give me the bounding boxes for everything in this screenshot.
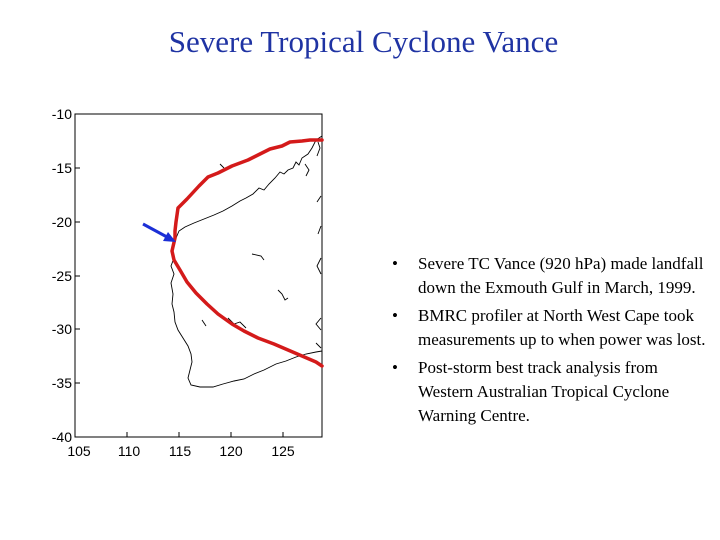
plot-frame [74, 113, 323, 438]
x-tick-label: 120 [219, 443, 243, 459]
cyclone-track-line [170, 138, 324, 368]
slide-title: Severe Tropical Cyclone Vance [168, 24, 559, 59]
y-tick-label: -20 [52, 214, 72, 230]
x-tick-label: 115 [169, 443, 192, 459]
bullet-text: Severe TC Vance (920 hPa) made landfall … [418, 254, 704, 297]
bullet-text: Post-storm best track analysis from West… [418, 358, 670, 425]
map-svg: -10 -15 -20 -25 -30 -35 -40 105 110 115 … [52, 106, 324, 459]
x-tick-label: 125 [271, 443, 295, 459]
y-axis: -10 -15 -20 -25 -30 -35 -40 [52, 106, 80, 445]
landfall-arrow [142, 222, 176, 242]
bullet-text: BMRC profiler at North West Cape took me… [418, 306, 706, 349]
bullet-marker: • [392, 254, 398, 273]
y-tick-label: -10 [52, 106, 72, 122]
bullet-list: • Severe TC Vance (920 hPa) made landfal… [392, 252, 712, 432]
bullet-marker: • [392, 358, 398, 377]
y-tick-label: -35 [52, 375, 72, 391]
y-tick-label: -30 [52, 321, 72, 337]
y-tick-label: -25 [52, 268, 72, 284]
cyclone-track-map: -10 -15 -20 -25 -30 -35 -40 105 110 115 … [20, 98, 340, 468]
bullet-item: • Severe TC Vance (920 hPa) made landfal… [392, 252, 712, 300]
bullet-item: • BMRC profiler at North West Cape took … [392, 304, 712, 352]
bullet-item: • Post-storm best track analysis from We… [392, 356, 712, 428]
x-tick-label: 105 [67, 443, 91, 459]
x-axis: 105 110 115 120 125 [67, 432, 295, 459]
y-tick-label: -15 [52, 160, 72, 176]
bullet-marker: • [392, 306, 398, 325]
y-tick-label: -40 [52, 429, 72, 445]
x-tick-label: 110 [118, 443, 141, 459]
